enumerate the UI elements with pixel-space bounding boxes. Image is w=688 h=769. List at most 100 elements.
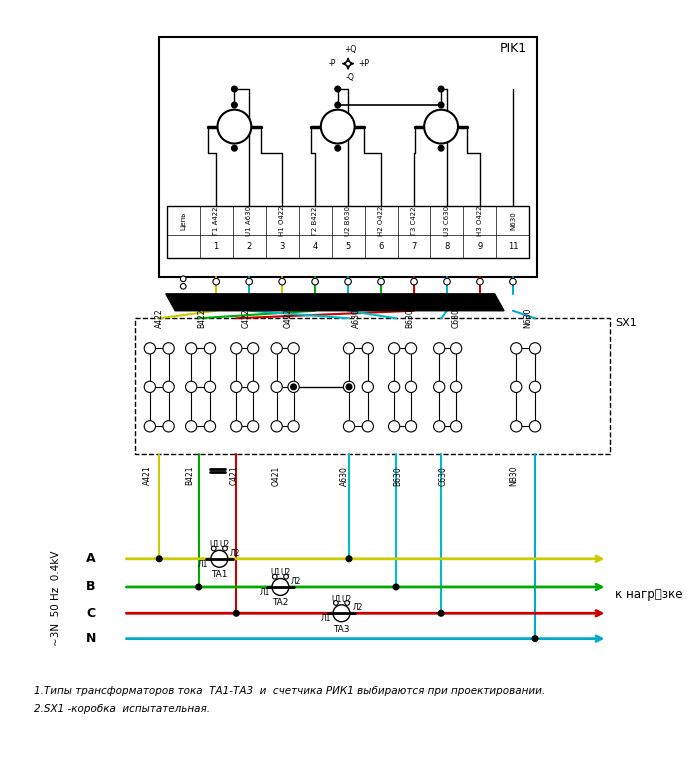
Circle shape	[279, 278, 286, 285]
Text: H1 O422: H1 O422	[279, 205, 285, 236]
Circle shape	[334, 601, 338, 605]
Circle shape	[211, 551, 228, 568]
Circle shape	[405, 343, 417, 354]
Circle shape	[378, 278, 385, 285]
Circle shape	[389, 421, 400, 432]
Circle shape	[335, 102, 341, 108]
Circle shape	[438, 145, 444, 151]
Circle shape	[433, 381, 445, 392]
Circle shape	[288, 343, 299, 354]
Circle shape	[444, 278, 450, 285]
Circle shape	[144, 343, 155, 354]
Circle shape	[510, 278, 516, 285]
Text: TA2: TA2	[272, 598, 288, 608]
Text: PIK1: PIK1	[500, 42, 527, 55]
Text: Γ1 A422: Γ1 A422	[213, 207, 219, 235]
Circle shape	[288, 421, 299, 432]
Circle shape	[271, 421, 282, 432]
Text: +Q: +Q	[344, 45, 356, 54]
Text: Γ3 C422: Γ3 C422	[411, 207, 417, 235]
Text: 5: 5	[345, 242, 351, 251]
Circle shape	[510, 381, 522, 392]
Circle shape	[271, 381, 282, 392]
Circle shape	[288, 381, 299, 392]
Text: ∼3N  50 Hz  0.4kV: ∼3N 50 Hz 0.4kV	[51, 551, 61, 647]
Circle shape	[232, 102, 237, 108]
Text: 6: 6	[378, 242, 384, 251]
Circle shape	[230, 381, 242, 392]
Text: 7: 7	[411, 242, 417, 251]
Circle shape	[393, 584, 399, 590]
Text: Γ2 B422: Γ2 B422	[312, 207, 318, 235]
Circle shape	[343, 381, 354, 392]
Text: H3 O422: H3 O422	[477, 205, 483, 236]
Circle shape	[529, 343, 541, 354]
Circle shape	[343, 343, 354, 354]
Text: U1 A630: U1 A630	[246, 206, 252, 236]
Circle shape	[433, 343, 445, 354]
Text: N630: N630	[510, 211, 516, 230]
Text: 3: 3	[279, 242, 285, 251]
Circle shape	[272, 574, 277, 579]
Circle shape	[204, 343, 215, 354]
Circle shape	[389, 381, 400, 392]
Text: N: N	[85, 632, 96, 645]
Bar	[159, 38, 537, 277]
Circle shape	[180, 276, 186, 281]
Text: U2 B630: U2 B630	[345, 206, 351, 236]
Circle shape	[451, 343, 462, 354]
Circle shape	[510, 421, 522, 432]
Text: 11: 11	[508, 242, 518, 251]
Circle shape	[204, 381, 215, 392]
Circle shape	[163, 343, 174, 354]
Text: Л1: Л1	[198, 560, 208, 569]
Circle shape	[451, 381, 462, 392]
Circle shape	[345, 601, 350, 605]
Text: A630: A630	[352, 308, 361, 328]
Circle shape	[186, 381, 197, 392]
Text: 9: 9	[477, 242, 482, 251]
Text: C630: C630	[438, 466, 447, 486]
Circle shape	[186, 343, 197, 354]
Text: U1: U1	[332, 594, 342, 604]
Circle shape	[345, 278, 352, 285]
Circle shape	[405, 421, 417, 432]
Circle shape	[362, 381, 374, 392]
Text: O421: O421	[271, 466, 280, 486]
Circle shape	[272, 578, 289, 595]
Circle shape	[343, 421, 354, 432]
Circle shape	[144, 381, 155, 392]
Circle shape	[144, 421, 155, 432]
Circle shape	[362, 421, 374, 432]
Text: Л2: Л2	[352, 603, 363, 612]
Circle shape	[217, 110, 251, 144]
Circle shape	[529, 421, 541, 432]
Circle shape	[283, 574, 288, 579]
Circle shape	[196, 584, 202, 590]
Circle shape	[246, 278, 252, 285]
Text: O422: O422	[283, 308, 292, 328]
Text: TA1: TA1	[211, 571, 228, 579]
Circle shape	[211, 546, 216, 551]
Circle shape	[346, 556, 352, 561]
Text: U1: U1	[270, 568, 281, 578]
Circle shape	[335, 86, 341, 92]
Text: B422: B422	[197, 308, 206, 328]
Circle shape	[180, 284, 186, 289]
Circle shape	[438, 102, 444, 108]
Circle shape	[346, 384, 352, 390]
Text: +P: +P	[358, 59, 369, 68]
Text: B630: B630	[406, 308, 415, 328]
Circle shape	[533, 636, 538, 641]
Circle shape	[163, 381, 174, 392]
Text: 4: 4	[312, 242, 318, 251]
Circle shape	[321, 110, 354, 144]
Text: NB30: NB30	[509, 466, 518, 487]
Circle shape	[389, 343, 400, 354]
Circle shape	[230, 421, 242, 432]
Circle shape	[438, 86, 444, 92]
Text: U3 C630: U3 C630	[444, 206, 450, 236]
Circle shape	[232, 86, 237, 92]
Bar	[166, 206, 529, 258]
Text: H2 O422: H2 O422	[378, 206, 384, 236]
